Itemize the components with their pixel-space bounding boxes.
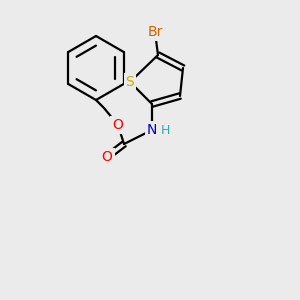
Text: O: O [112, 118, 123, 132]
Text: N: N [147, 123, 157, 137]
Text: H: H [160, 124, 170, 137]
Text: S: S [126, 75, 134, 89]
Text: Br: Br [147, 25, 163, 39]
Text: O: O [102, 150, 112, 164]
